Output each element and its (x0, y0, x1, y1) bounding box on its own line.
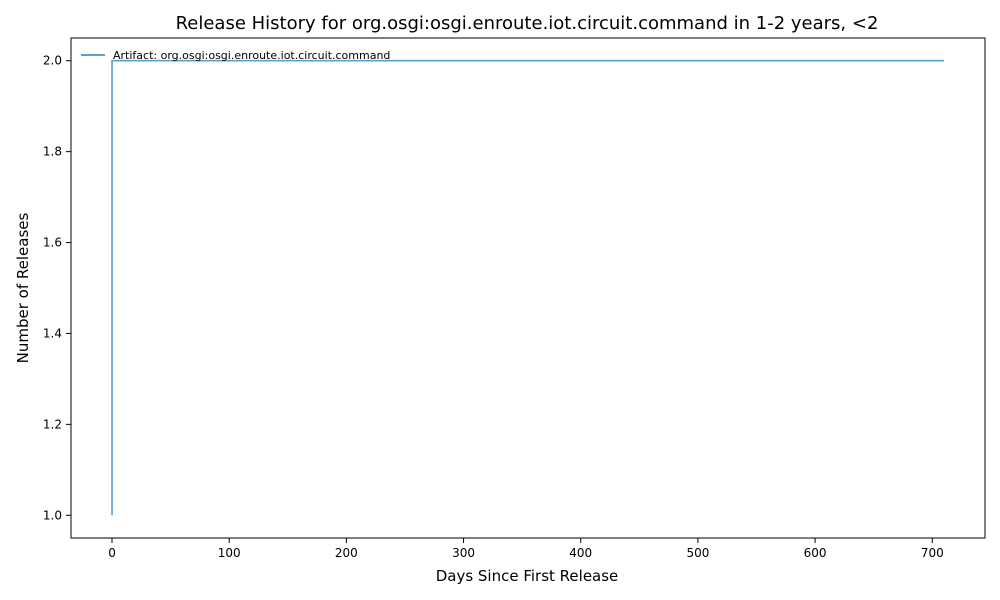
y-tick-label: 2.0 (43, 54, 62, 68)
y-axis: 1.0 1.2 1.4 1.6 1.8 2.0 (43, 54, 71, 522)
x-tick-label: 500 (686, 546, 709, 560)
x-tick-label: 300 (452, 546, 475, 560)
x-axis-label: Days Since First Release (436, 567, 619, 585)
x-tick-label: 200 (335, 546, 358, 560)
x-tick-label: 700 (921, 546, 944, 560)
x-tick-label: 400 (569, 546, 592, 560)
y-tick-label: 1.6 (43, 236, 62, 250)
y-axis-label: Number of Releases (14, 212, 32, 363)
series-layer (111, 59, 944, 516)
x-axis: 0 100 200 300 400 500 600 700 (108, 538, 944, 560)
plot-area-frame (70, 37, 986, 539)
x-tick-label: 0 (108, 546, 116, 560)
y-tick-label: 1.2 (43, 417, 62, 431)
y-tick-label: 1.4 (43, 326, 62, 340)
y-tick-label: 1.8 (43, 145, 62, 159)
y-tick-label: 1.0 (43, 508, 62, 522)
series-line-0 (111, 59, 944, 516)
chart-title: Release History for org.osgi:osgi.enrout… (176, 13, 879, 34)
x-tick-label: 600 (804, 546, 827, 560)
x-tick-label: 100 (218, 546, 241, 560)
legend: Artifact: org.osgi:osgi.enroute.iot.circ… (81, 49, 390, 62)
legend-label: Artifact: org.osgi:osgi.enroute.iot.circ… (113, 49, 390, 62)
